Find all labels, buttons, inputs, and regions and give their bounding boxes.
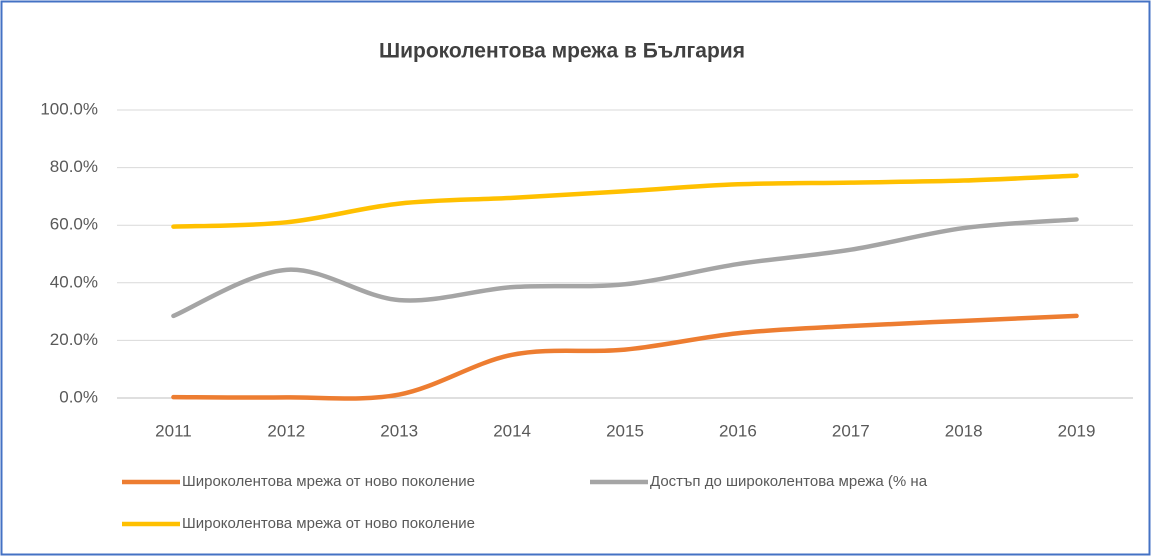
legend-label: Достъп до широколентова мрежа (% на bbox=[650, 473, 928, 490]
y-tick-label: 0.0% bbox=[59, 387, 98, 406]
legend-label: Широколентова мрежа от ново поколение bbox=[182, 473, 475, 490]
y-tick-label: 100.0% bbox=[40, 99, 98, 118]
legend-label: Широколентова мрежа от ново поколение bbox=[182, 515, 475, 532]
x-tick-label: 2016 bbox=[719, 421, 757, 440]
line-series bbox=[171, 173, 1079, 229]
x-tick-label: 2012 bbox=[267, 421, 305, 440]
x-tick-label: 2018 bbox=[945, 421, 983, 440]
legend: Широколентова мрежа от ново поколение Дос… bbox=[122, 473, 928, 532]
x-tick-label: 2019 bbox=[1058, 421, 1096, 440]
x-tick-label: 2014 bbox=[493, 421, 531, 440]
line-series bbox=[171, 217, 1079, 319]
x-tick-label: 2013 bbox=[380, 421, 418, 440]
y-tick-label: 80.0% bbox=[50, 157, 98, 176]
y-tick-label: 20.0% bbox=[50, 330, 98, 349]
y-tick-label: 40.0% bbox=[50, 272, 98, 291]
chart-title: Широколентова мрежа в България bbox=[379, 40, 745, 63]
x-tick-label: 2017 bbox=[832, 421, 870, 440]
line-series bbox=[171, 313, 1079, 401]
y-tick-label: 60.0% bbox=[50, 215, 98, 234]
x-tick-label: 2015 bbox=[606, 421, 644, 440]
x-tick-label: 2011 bbox=[155, 421, 192, 440]
